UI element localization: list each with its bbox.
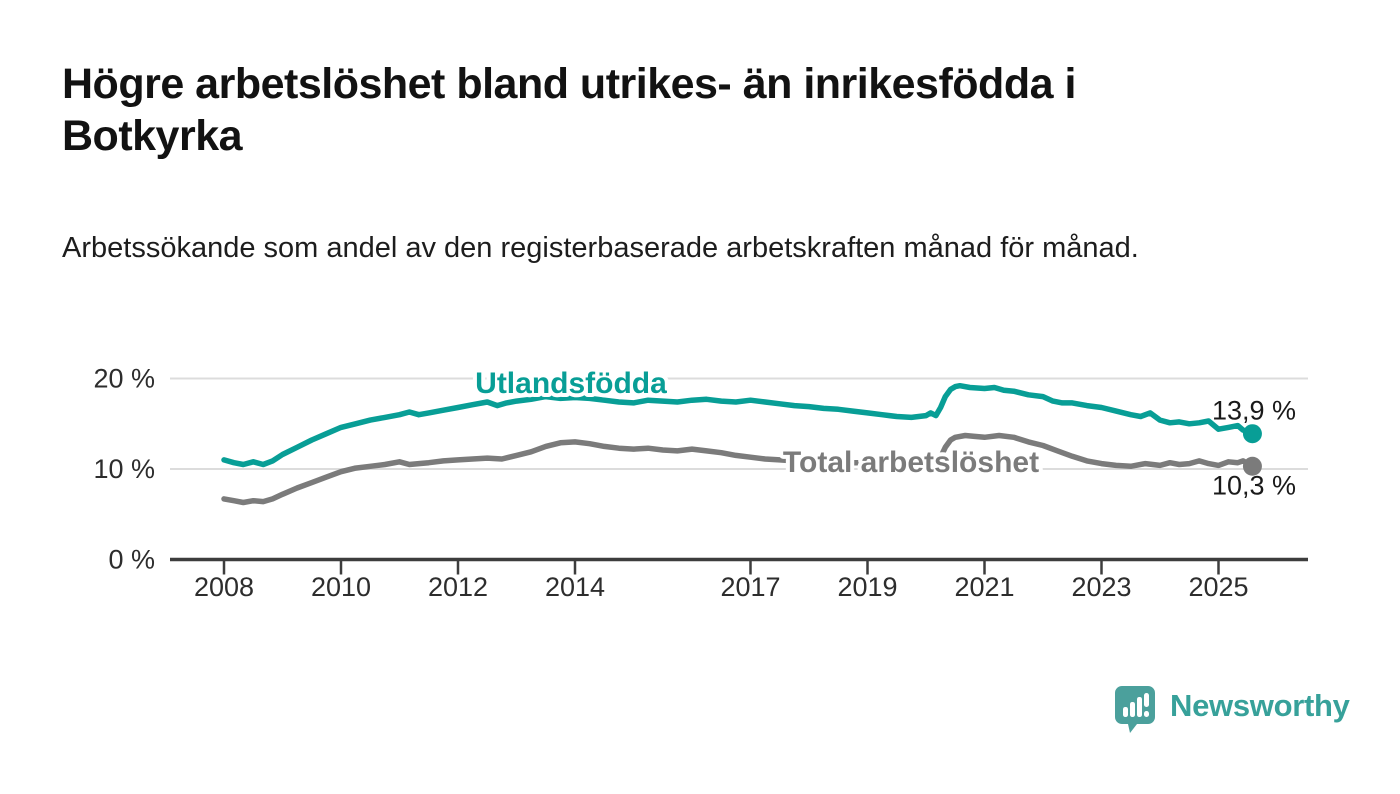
series-label-total: Total arbetslöshet (783, 446, 1039, 479)
value-label-total: 10,3 % (1212, 470, 1296, 500)
x-tick-label-2010: 2010 (311, 572, 371, 602)
chart-subtitle: Arbetssökande som andel av den registerb… (62, 232, 1139, 264)
x-tick-label-2008: 2008 (194, 572, 254, 602)
x-tick-label-2025: 2025 (1188, 572, 1248, 602)
y-tick-label-0: 0 % (108, 545, 155, 575)
x-tick-label-2019: 2019 (837, 572, 897, 602)
y-tick-label-10: 10 % (93, 454, 155, 484)
series-line-total (221, 432, 1256, 506)
y-tick-label-20: 20 % (93, 364, 155, 394)
x-tick-label-2014: 2014 (545, 572, 605, 602)
series-line-utlandsfodda (221, 382, 1256, 468)
newsworthy-logo: Newsworthy (1114, 685, 1350, 735)
x-tick-label-2017: 2017 (720, 572, 780, 602)
x-tick-label-2012: 2012 (428, 572, 488, 602)
brand-name: Newsworthy (1170, 688, 1350, 723)
x-tick-label-2021: 2021 (954, 572, 1014, 602)
value-label-utlandsfodda: 13,9 % (1212, 396, 1296, 426)
x-tick-label-2023: 2023 (1071, 572, 1131, 602)
page-title: Högre arbetslöshet bland utrikes- än inr… (62, 60, 1076, 161)
speech-bubble-bar-chart-icon (1115, 686, 1155, 733)
series-label-utlandsfodda: Utlandsfödda (475, 367, 667, 400)
series-end-dot-total (1242, 456, 1262, 476)
series-end-dot-utlandsfodda (1242, 424, 1262, 444)
